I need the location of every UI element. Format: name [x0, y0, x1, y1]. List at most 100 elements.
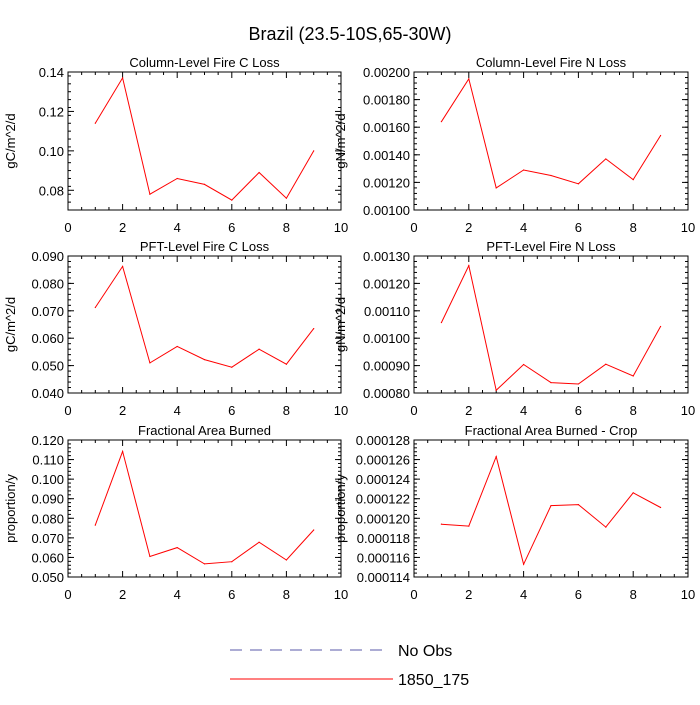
plot-frame [67, 71, 342, 211]
figure-title: Brazil (23.5-10S,65-30W) [248, 24, 451, 44]
x-tick-label: 2 [119, 220, 126, 235]
panel-title: Column-Level Fire C Loss [129, 55, 280, 70]
panel-1: 0 2 4 6 8 10 0.08 0.10 0.12 0.14 Column-Level Fire… [3, 55, 348, 235]
data-point [605, 363, 607, 365]
x-tick-label: 10 [681, 403, 695, 418]
data-point [660, 506, 662, 509]
data-point [258, 348, 260, 350]
y-tick-label: 0.00080 [363, 386, 410, 401]
data-point [203, 358, 206, 361]
panel-2: 0 2 4 6 8 10 0.00100 0.00120 0.00140 0.00160 0.001… [333, 55, 695, 235]
y-tick-label: 0.000128 [356, 433, 410, 448]
series-line-1850-175 [440, 77, 662, 189]
y-tick-label: 0.000116 [357, 550, 410, 565]
data-point [577, 503, 580, 506]
panels: 0 2 4 6 8 10 0.08 0.10 0.12 0.14 Column-Level Fire… [3, 55, 695, 602]
x-tick-label: 8 [283, 220, 290, 235]
x-tick-label: 2 [465, 220, 472, 235]
x-tick-label: 4 [174, 403, 181, 418]
y-tick-label: 0.00100 [363, 203, 410, 218]
data-point [523, 563, 525, 565]
y-axis-label: gC/m^2/d [3, 113, 18, 168]
legend-label-no-obs: No Obs [398, 643, 452, 660]
x-tick-label: 0 [410, 403, 417, 418]
x-tick-label: 4 [520, 587, 527, 602]
y-tick-label: 0.060 [31, 331, 64, 346]
y-tick-label: 0.070 [31, 304, 64, 319]
series-line-1850-175 [440, 264, 662, 392]
data-point [550, 381, 552, 384]
data-point [285, 363, 287, 365]
x-tick-label: 10 [334, 587, 348, 602]
y-tick-label: 0.100 [31, 472, 64, 487]
x-tick-label: 6 [575, 403, 582, 418]
y-tick-label: 0.000114 [357, 570, 410, 585]
x-tick-label: 0 [64, 403, 71, 418]
panel-5: 0 2 4 6 8 10 0.050 0.060 0.070 0.080 0.090 0.100 0.1… [3, 423, 348, 602]
y-tick-label: 0.08 [39, 183, 64, 198]
data-point [203, 183, 206, 185]
x-tick-label: 6 [228, 220, 235, 235]
x-tick-label: 4 [520, 220, 527, 235]
x-tick-label: 0 [410, 220, 417, 235]
data-point [550, 504, 552, 507]
y-axis-label: proportion/y [3, 474, 18, 543]
data-point [313, 150, 315, 152]
x-tick-label: 0 [64, 220, 71, 235]
data-point [258, 171, 260, 174]
y-tick-label: 0.12 [39, 104, 64, 119]
data-point [605, 526, 607, 528]
y-tick-label: 0.000118 [357, 531, 410, 546]
series-line-1850-175 [94, 265, 315, 368]
series-line-1850-175 [94, 76, 315, 201]
y-tick-label: 0.000122 [356, 492, 410, 507]
x-tick-label: 2 [465, 403, 472, 418]
y-tick-label: 0.000124 [356, 472, 410, 487]
y-tick-label: 0.050 [31, 359, 64, 374]
x-tick-label: 8 [283, 587, 290, 602]
data-point [577, 383, 580, 385]
y-tick-label: 0.00160 [363, 120, 410, 135]
x-tick-label: 0 [410, 587, 417, 602]
panel-3: 0 2 4 6 8 10 0.040 0.050 0.060 0.070 0.080 0.090 PFT… [3, 239, 348, 418]
y-tick-label: 0.080 [31, 276, 64, 291]
y-tick-label: 0.120 [31, 433, 64, 448]
data-point [149, 362, 151, 364]
y-axis-label: gN/m^2/d [333, 297, 348, 352]
y-axis-label: proportion/y [333, 474, 348, 543]
data-point [231, 561, 233, 563]
data-point [176, 345, 178, 348]
y-axis-label: gC/m^2/d [3, 297, 18, 352]
y-axis-label: gN/m^2/d [333, 113, 348, 168]
y-tick-label: 0.060 [31, 550, 64, 565]
data-point [660, 134, 662, 137]
data-point [313, 328, 315, 330]
data-point [149, 193, 151, 195]
data-point [94, 306, 96, 309]
panel-title: Fractional Area Burned [138, 423, 271, 438]
data-point [231, 199, 233, 201]
data-point [440, 523, 442, 525]
panel-title: PFT-Level Fire C Loss [140, 239, 270, 254]
data-point [176, 547, 178, 549]
data-point [313, 529, 315, 531]
y-tick-label: 0.14 [39, 65, 64, 80]
data-point [523, 363, 525, 366]
series-line-1850-175 [441, 454, 661, 566]
x-tick-label: 2 [465, 587, 472, 602]
x-tick-label: 4 [174, 587, 181, 602]
x-tick-label: 4 [520, 403, 527, 418]
plot-frame [413, 439, 689, 578]
x-tick-label: 6 [575, 587, 582, 602]
data-point [605, 158, 607, 160]
data-point [440, 321, 442, 324]
data-point [495, 187, 497, 189]
data-point [149, 555, 151, 558]
panel-title: Column-Level Fire N Loss [476, 55, 627, 70]
data-point [94, 122, 96, 124]
y-tick-label: 0.10 [39, 144, 64, 159]
x-tick-label: 8 [630, 403, 637, 418]
data-point [468, 264, 470, 267]
data-point [550, 174, 552, 177]
